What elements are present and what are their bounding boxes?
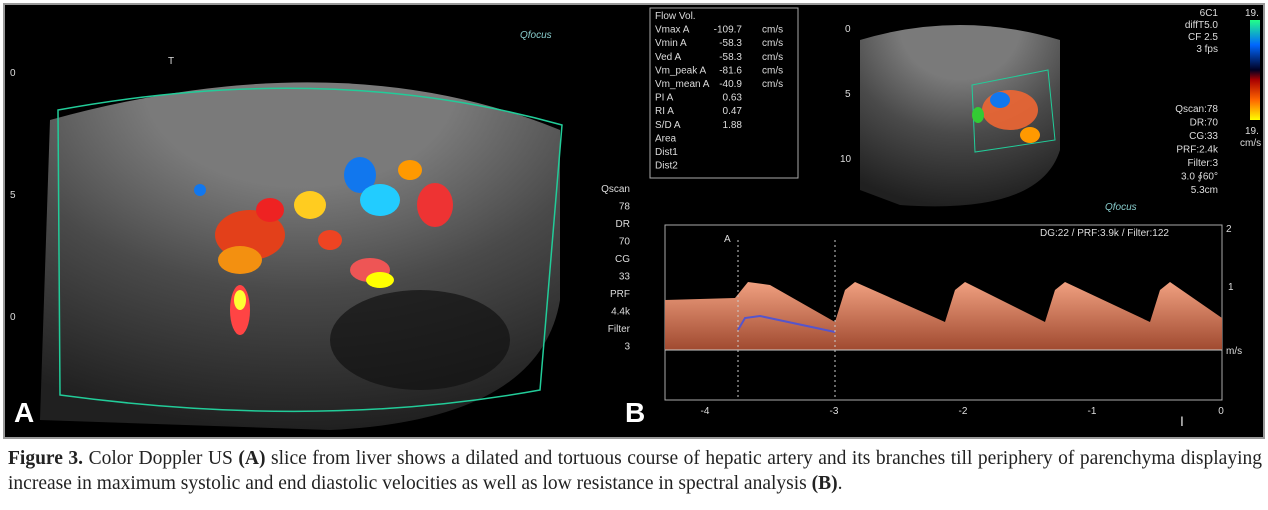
caption-text: . bbox=[837, 473, 843, 494]
measurement-cell: Vm_mean A bbox=[655, 79, 710, 90]
measurement-cell: Vmin A bbox=[655, 38, 687, 49]
depth-mark: 0 bbox=[845, 24, 851, 35]
depth-mark: 5 bbox=[845, 89, 851, 100]
shadow bbox=[330, 290, 510, 390]
measurement-cell: PI A bbox=[655, 93, 674, 104]
measurement-cell: cm/s bbox=[762, 25, 783, 36]
setting: 3.0 ∮60° bbox=[1181, 172, 1218, 183]
measurement-cell: -109.7 bbox=[714, 25, 743, 36]
measurement-cell: Dist1 bbox=[655, 147, 678, 158]
panel-label: B bbox=[625, 397, 645, 428]
cursor-label: A bbox=[724, 234, 731, 245]
panel-a: T Qfocus 0 5 0 Qscan 78 DR 70 CG 33 PRF 4.4k Fil… bbox=[10, 30, 631, 430]
x-tick-label: 0 bbox=[1218, 406, 1224, 417]
param: 4.4k bbox=[611, 307, 631, 318]
measurement-cell: 0.47 bbox=[723, 106, 743, 117]
setting: Qscan:78 bbox=[1175, 104, 1218, 115]
measurement-cell: cm/s bbox=[762, 38, 783, 49]
colorbar-label: cm/s bbox=[1240, 138, 1261, 149]
depth-mark: 10 bbox=[840, 154, 852, 165]
spectral-waveform bbox=[665, 282, 1222, 350]
param: 70 bbox=[619, 237, 631, 248]
setting: DR:70 bbox=[1190, 118, 1219, 129]
setting: CG:33 bbox=[1189, 131, 1218, 142]
measurement-cell: cm/s bbox=[762, 52, 783, 63]
measurement-cell: cm/s bbox=[762, 79, 783, 90]
setting: Filter:3 bbox=[1187, 158, 1218, 169]
measurement-cell: Vmax A bbox=[655, 25, 690, 36]
params: Qscan 78 DR 70 CG 33 PRF 4.4k Filter 3 bbox=[601, 184, 631, 353]
measurement-box bbox=[649, 7, 799, 179]
color-box bbox=[971, 69, 1056, 153]
colorbar-label: 19. bbox=[1245, 126, 1259, 137]
x-tick-label: -2 bbox=[959, 406, 968, 417]
setting: 5.3cm bbox=[1191, 185, 1218, 196]
setting: CF 2.5 bbox=[1188, 32, 1218, 43]
param: Filter bbox=[608, 324, 631, 335]
measurement-cell: -58.3 bbox=[719, 38, 742, 49]
measurement-cell: -81.6 bbox=[719, 65, 742, 76]
color-bar bbox=[1250, 20, 1260, 120]
caption-label: Figure 3. bbox=[8, 448, 84, 469]
x-tick-label: -4 bbox=[701, 406, 710, 417]
setting: 3 fps bbox=[1196, 44, 1218, 55]
measurement-cell: 1.88 bbox=[723, 120, 743, 131]
measurement-cell: Ved A bbox=[655, 52, 681, 63]
measurement-cell: Vm_peak A bbox=[655, 65, 706, 76]
param: CG bbox=[615, 254, 630, 265]
caption: Figure 3. Color Doppler US (A) slice fro… bbox=[8, 446, 1262, 496]
logo: Qfocus bbox=[1105, 202, 1137, 213]
measurements: Flow Vol. Vmax A -109.7 cm/s Vmin A -58.3 cm/s… bbox=[655, 11, 783, 172]
depth-mark: 0 bbox=[10, 312, 16, 323]
logo: Qfocus bbox=[520, 30, 552, 41]
x-tick-label: -3 bbox=[830, 406, 839, 417]
x-tick-label: -1 bbox=[1088, 406, 1097, 417]
measurement-cell: 0.63 bbox=[723, 93, 743, 104]
depth-mark: 5 bbox=[10, 190, 16, 201]
liver-sector bbox=[860, 25, 1060, 207]
colorbar-label: 19. bbox=[1245, 8, 1259, 19]
spectral-header: DG:22 / PRF:3.9k / Filter:122 bbox=[1040, 228, 1169, 239]
measurement-cell: S/D A bbox=[655, 120, 681, 131]
param: DR bbox=[616, 219, 630, 230]
param: Qscan bbox=[601, 184, 630, 195]
measurement-cell: -58.3 bbox=[719, 52, 742, 63]
y-tick-label: m/s bbox=[1226, 346, 1242, 357]
mean-trace bbox=[737, 314, 836, 333]
y-tick-label: 1 bbox=[1228, 282, 1234, 293]
figure: T Qfocus 0 5 0 Qscan 78 DR 70 CG 33 PRF 4.4k Fil… bbox=[3, 3, 1265, 439]
depth-mark: 0 bbox=[10, 68, 16, 79]
footer-mark: I bbox=[1180, 413, 1184, 429]
param: 3 bbox=[624, 342, 630, 353]
measurement-cell: -40.9 bbox=[719, 79, 742, 90]
caption-text: Color Doppler US bbox=[88, 448, 233, 469]
measurement-cell: Dist2 bbox=[655, 161, 678, 172]
marker: T bbox=[168, 56, 174, 67]
x-axis: -4 -3 -2 -1 0 bbox=[701, 406, 1225, 417]
setting: 6C1 bbox=[1200, 8, 1219, 19]
setting: PRF:2.4k bbox=[1176, 145, 1219, 156]
y-tick-label: 2 bbox=[1226, 224, 1232, 235]
measurement-cell: cm/s bbox=[762, 65, 783, 76]
caption-ref: (B) bbox=[811, 473, 838, 494]
panel-label: A bbox=[14, 397, 34, 428]
param: 78 bbox=[619, 202, 631, 213]
caption-ref: (A) bbox=[238, 448, 266, 469]
panel-b: Flow Vol. Vmax A -109.7 cm/s Vmin A -58.3 cm/s… bbox=[625, 7, 1261, 429]
doppler-flow bbox=[194, 157, 453, 335]
liver-sector bbox=[40, 82, 560, 430]
measurement-cell: Flow Vol. bbox=[655, 11, 696, 22]
param: PRF bbox=[610, 289, 630, 300]
setting: diffT5.0 bbox=[1185, 20, 1219, 31]
caption-text: slice from liver shows a dilated and tor… bbox=[8, 448, 1262, 494]
param: 33 bbox=[619, 272, 631, 283]
measurement-cell: Area bbox=[655, 133, 677, 144]
color-box bbox=[57, 87, 563, 413]
measurement-cell: RI A bbox=[655, 106, 674, 117]
